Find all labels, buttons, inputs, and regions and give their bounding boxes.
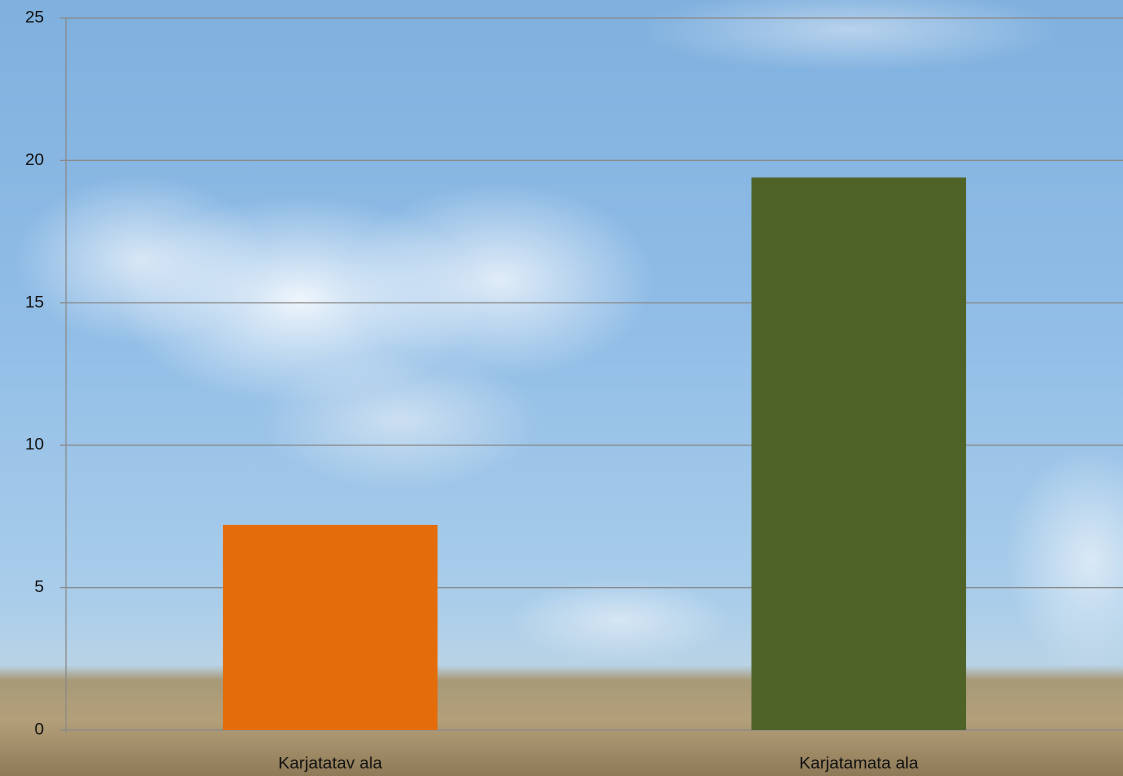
x-tick-label: Karjatamata ala [799,753,919,772]
y-tick-label: 15 [25,292,44,311]
bar [751,177,967,730]
y-tick-label: 20 [25,150,44,169]
y-tick-label: 5 [35,577,44,596]
y-tick-label: 10 [25,435,44,454]
y-tick-label: 25 [25,7,44,26]
bar [222,524,438,730]
x-tick-label: Karjatatav ala [278,753,382,772]
y-tick-label: 0 [35,719,44,738]
